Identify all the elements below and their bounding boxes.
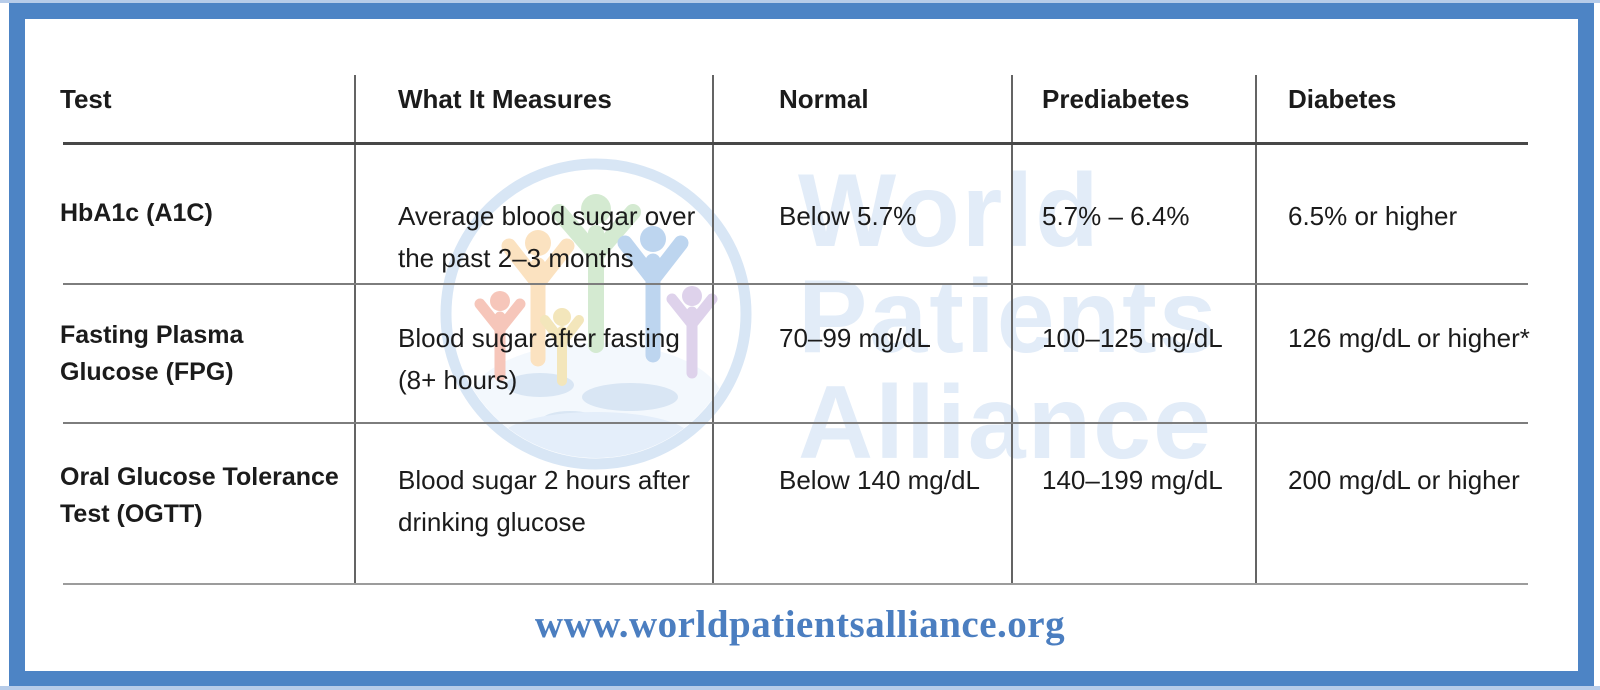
person-icon xyxy=(474,291,526,382)
measures-fpg: Blood sugar after fasting (8+ hours) xyxy=(398,317,680,401)
table-bottom-divider xyxy=(63,583,1528,585)
person-icon xyxy=(501,230,575,367)
website-url[interactable]: www.worldpatientsalliance.org xyxy=(534,603,1066,646)
person-icon xyxy=(617,226,689,363)
measures-line: the past 2–3 months xyxy=(398,243,634,273)
bottom-edge-strip xyxy=(0,686,1600,690)
measures-line: (8+ hours) xyxy=(398,365,518,395)
person-icon xyxy=(551,194,641,353)
header-divider xyxy=(63,142,1528,145)
blue-border-frame xyxy=(9,3,1594,687)
test-name-line: Oral Glucose Tolerance xyxy=(60,463,339,491)
prediabetes-value-ogtt: 140–199 mg/dL xyxy=(1042,465,1223,495)
measures-line: Average blood sugar over xyxy=(398,201,696,231)
test-name-ogtt: Oral Glucose Tolerance Test (OGTT) xyxy=(60,459,339,533)
prediabetes-value-fpg: 100–125 mg/dL xyxy=(1042,323,1223,353)
people-icons xyxy=(474,194,718,386)
column-divider xyxy=(1011,75,1013,584)
diabetes-value-ogtt: 200 mg/dL or higher xyxy=(1288,465,1520,495)
test-name-line: Test (OGTT) xyxy=(60,500,203,528)
column-header-normal: Normal xyxy=(779,84,869,114)
column-divider xyxy=(354,75,356,584)
normal-value-fpg: 70–99 mg/dL xyxy=(779,323,931,353)
measures-ogtt: Blood sugar 2 hours after drinking gluco… xyxy=(398,459,690,543)
normal-value-ogtt: Below 140 mg/dL xyxy=(779,465,980,495)
wpa-logo-watermark xyxy=(420,133,772,485)
watermark-line: World xyxy=(798,153,1101,269)
column-header-measures: What It Measures xyxy=(398,84,612,114)
top-edge-strip xyxy=(0,0,1600,3)
column-header-prediabetes: Prediabetes xyxy=(1042,84,1190,114)
prediabetes-value-hba1c: 5.7% – 6.4% xyxy=(1042,201,1190,231)
person-icon xyxy=(666,286,718,379)
row-divider xyxy=(63,283,1528,285)
diabetes-value-fpg: 126 mg/dL or higher* xyxy=(1288,323,1530,353)
person-icon xyxy=(540,308,584,386)
measures-line: drinking glucose xyxy=(398,507,586,537)
column-divider xyxy=(712,75,714,584)
column-divider xyxy=(1255,75,1257,584)
row-divider xyxy=(63,422,1528,424)
normal-value-hba1c: Below 5.7% xyxy=(779,201,917,231)
logo-ring-icon xyxy=(440,158,752,470)
measures-line: Blood sugar 2 hours after xyxy=(398,465,690,495)
test-name-line: HbA1c (A1C) xyxy=(60,199,213,227)
test-name-fpg: Fasting Plasma Glucose (FPG) xyxy=(60,317,243,391)
column-header-diabetes: Diabetes xyxy=(1288,84,1397,114)
test-name-line: Glucose (FPG) xyxy=(60,358,234,386)
column-header-test: Test xyxy=(60,84,112,114)
measures-hba1c: Average blood sugar over the past 2–3 mo… xyxy=(398,195,695,279)
test-name-line: Fasting Plasma xyxy=(60,321,244,349)
test-name-hba1c: HbA1c (A1C) xyxy=(60,195,213,232)
watermark-line: Patients xyxy=(798,259,1219,375)
diabetes-value-hba1c: 6.5% or higher xyxy=(1288,201,1458,231)
measures-line: Blood sugar after fasting xyxy=(398,323,680,353)
